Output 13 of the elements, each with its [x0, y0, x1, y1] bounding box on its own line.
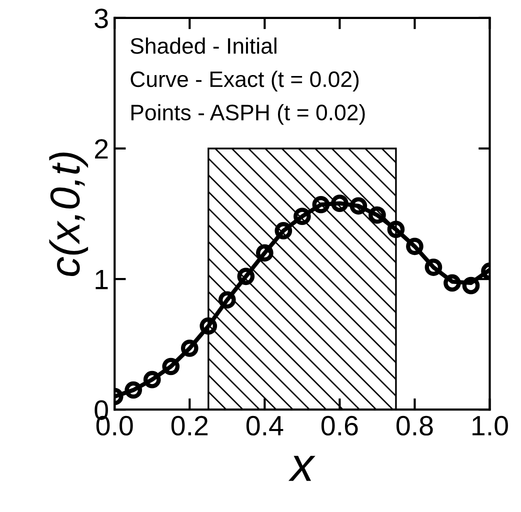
x-tick-label: 1.0	[472, 416, 508, 436]
annotation: Curve - Exact (t = 0.02)	[130, 70, 359, 92]
x-tick-label: 0.6	[321, 416, 358, 436]
x-tick-label: 0.4	[246, 416, 284, 436]
y-tick-label: 3	[94, 8, 108, 28]
y-axis-title: c(x,0,t)	[49, 152, 88, 276]
y-tick-label: 2	[95, 139, 108, 159]
y-tick-label: 1	[96, 270, 108, 290]
annotation: Points - ASPH (t = 0.02)	[131, 104, 365, 125]
x-tick-label: 0.8	[396, 416, 433, 436]
x-axis-title: x	[288, 456, 316, 481]
x-tick-label: 0.2	[171, 416, 208, 436]
annotation: Shaded - Initial	[130, 38, 276, 54]
